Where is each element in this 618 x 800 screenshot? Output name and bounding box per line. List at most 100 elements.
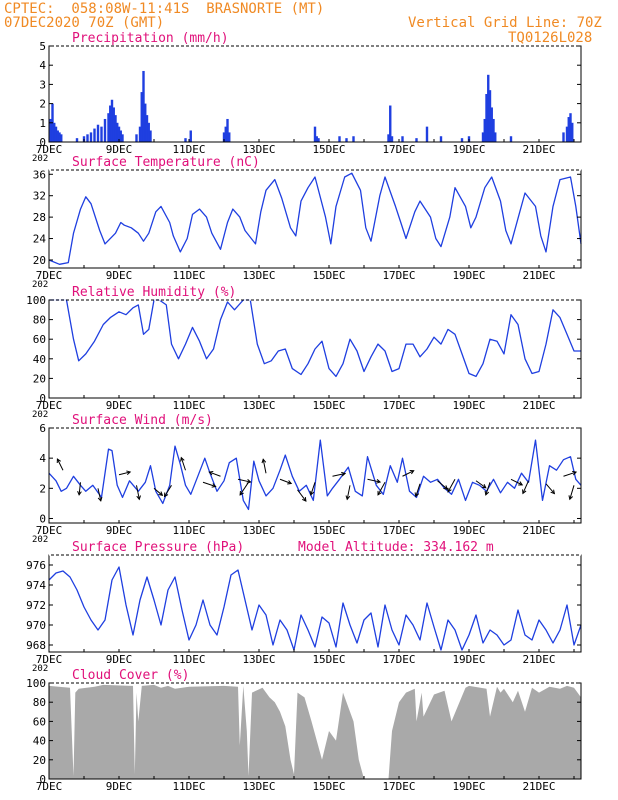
precip-bar [140,92,143,142]
wind-arrow [208,470,221,477]
x-tick-label: 21DEC [522,653,555,666]
x-tick-label: 19DEC [452,143,485,156]
precip-bar [109,105,112,142]
panel-3: Relative Humidity (%) 0 20 40 60 80 100 7DEC 9DE… [26,285,582,420]
x-tick-label: 15DEC [312,399,345,412]
x-tick-label: 17DEC [382,143,415,156]
precip-bar [149,130,152,142]
y-tick-label: 20 [33,254,46,267]
y-tick-label: 80 [33,696,46,709]
y-tick-label: 976 [26,559,46,572]
precip-bar [487,74,490,142]
x-tick-label: 11DEC [172,524,205,537]
x-year-fragment: 202 [32,280,48,290]
precip-bar [569,113,572,142]
y-tick-label: 20 [33,372,46,385]
series-line [48,439,582,511]
x-tick-label: 21DEC [522,399,555,412]
y-tick-label: 1 [39,117,46,130]
wind-arrow [563,470,578,477]
precip-bar [317,138,320,142]
y-tick-label: 20 [33,754,46,767]
panel-1: Precipitation (mm/h) 0 1 2 3 4 5 7DEC 9DEC 11DEC 1… [32,31,582,164]
precip-bar [401,136,404,142]
precip-bar [222,132,226,142]
series-line [48,566,582,651]
panel-2: Surface Temperature (nC) 20 24 28 32 36 7DEC 9D… [32,155,582,290]
wind-arrow [118,470,132,476]
precip-bar [86,134,89,142]
panel-4: Surface Wind (m/s) 0 2 4 6 7DEC 9DEC 11DEC 13DEC… [32,413,582,545]
precip-bar [481,132,485,142]
precip-bar [509,136,513,142]
precip-bar [492,118,495,142]
x-tick-label: 13DEC [242,269,275,282]
precip-bar [138,126,142,142]
precip-bar [58,132,61,142]
y-tick-label: 2 [39,98,46,111]
precip-bar [116,122,119,142]
precip-bar [114,115,117,142]
x-tick-label: 13DEC [242,653,275,666]
header-datetime: 07DEC2020 70Z (GMT) [4,15,165,31]
panel-title: Relative Humidity (%) [72,285,236,300]
precip-bar [147,122,150,142]
x-tick-label: 15DEC [312,524,345,537]
panel-5: Surface Pressure (hPa) Model Altitude: 33… [26,540,582,674]
precip-bar [117,126,121,142]
model-altitude: Model Altitude: 334.162 m [298,540,494,555]
wind-arrow [484,482,491,496]
x-tick-label: 11DEC [172,269,205,282]
wind-arrow [309,482,316,496]
precip-bar [390,136,394,142]
wind-arrow [475,480,487,489]
precip-bar [494,132,497,142]
y-tick-label: 60 [33,333,46,346]
precip-bar [352,136,355,142]
y-tick-label: 974 [26,579,46,592]
wind-arrow [180,456,186,471]
x-year-fragment: 202 [32,410,48,420]
wind-arrow [77,482,82,496]
x-tick-label: 9DEC [106,269,133,282]
precip-bar [415,138,418,142]
x-tick-label: 15DEC [312,143,345,156]
precip-bar [49,118,52,142]
precip-bar [107,113,110,142]
x-tick-label: 21DEC [522,524,555,537]
y-tick-label: 3 [39,78,46,91]
x-tick-label: 11DEC [172,143,205,156]
y-tick-label: 28 [33,211,46,224]
x-tick-label: 21DEC [522,143,555,156]
wind-arrow [56,458,64,471]
precip-bar [483,118,486,142]
precip-bar [562,132,565,142]
x-tick-label: 17DEC [382,780,415,793]
y-tick-label: 5 [39,40,46,53]
x-tick-label: 19DEC [452,524,485,537]
y-tick-label: 100 [26,677,46,690]
x-tick-label: 9DEC [106,399,133,412]
precip-bar [565,126,569,142]
x-tick-label: 11DEC [172,399,205,412]
y-tick-label: 0 [39,392,46,405]
cloud-cover-area [49,684,581,779]
precip-bar [119,130,122,142]
x-tick-label: 13DEC [242,143,275,156]
precip-bar [425,126,429,142]
precip-bar [439,136,443,142]
x-tick-label: 17DEC [382,653,415,666]
y-tick-label: 36 [33,168,46,181]
x-tick-label: 9DEC [106,653,133,666]
y-tick-label: 0 [39,773,46,786]
panel-frame [48,169,582,269]
wind-arrow [261,458,267,474]
precip-bar [110,99,114,142]
precip-bar [226,118,229,142]
precip-bar [121,134,124,142]
wind-arrow [332,471,347,477]
wind-arrow [297,489,307,502]
precip-bar [144,103,147,142]
wind-arrow [414,483,421,498]
